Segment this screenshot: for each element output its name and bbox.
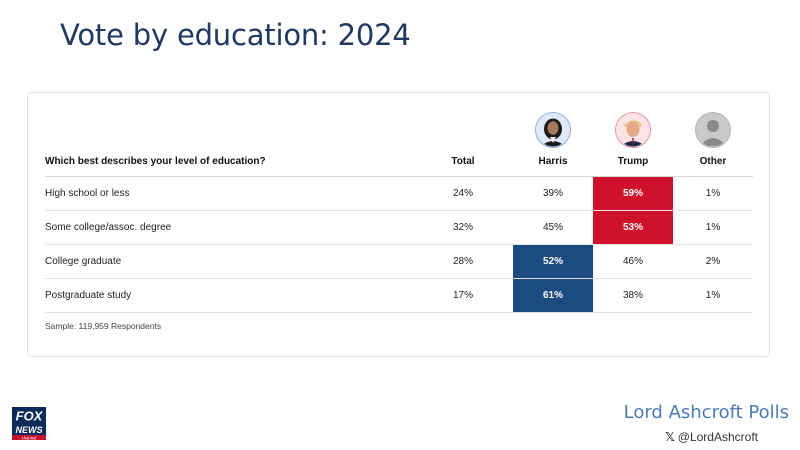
svg-text:NEWS: NEWS — [16, 425, 43, 435]
cell-total: 24% — [413, 176, 513, 211]
column-header-trump: Trump — [593, 101, 673, 177]
social-handle: 𝕏 @LordAshcroft — [665, 430, 758, 444]
header-row: Which best describes your level of educa… — [45, 101, 753, 177]
harris-avatar-icon — [535, 112, 571, 148]
cell-trump: 38% — [593, 278, 673, 313]
cell-harris: 61% — [513, 278, 593, 313]
sample-note: Sample: 119,959 Respondents — [45, 321, 162, 331]
cell-total: 28% — [413, 244, 513, 279]
row-label: Some college/assoc. degree — [45, 210, 413, 245]
table-row: College graduate 28% 52% 46% 2% — [45, 244, 753, 279]
column-header-harris: Harris — [513, 101, 593, 177]
cell-harris: 45% — [513, 210, 593, 245]
question-header: Which best describes your level of educa… — [45, 101, 413, 177]
user-avatar-icon — [695, 112, 731, 148]
results-card: Which best describes your level of educa… — [27, 92, 770, 357]
table-row: Some college/assoc. degree 32% 45% 53% 1% — [45, 210, 753, 245]
cell-other: 1% — [673, 210, 753, 245]
brand-name: Lord Ashcroft Polls — [623, 402, 789, 423]
table-row: Postgraduate study 17% 61% 38% 1% — [45, 278, 753, 313]
svg-text:channel: channel — [22, 435, 37, 440]
cell-harris: 39% — [513, 176, 593, 211]
table-row: High school or less 24% 39% 59% 1% — [45, 176, 753, 211]
row-label: Postgraduate study — [45, 278, 413, 313]
cell-total: 17% — [413, 278, 513, 313]
column-label: Trump — [617, 156, 649, 167]
cell-total: 32% — [413, 210, 513, 245]
cell-other: 1% — [673, 278, 753, 313]
cell-trump: 53% — [593, 210, 673, 245]
page-title: Vote by education: 2024 — [60, 18, 411, 52]
table-body: High school or less 24% 39% 59% 1% Some colle… — [45, 176, 753, 313]
cell-other: 2% — [673, 244, 753, 279]
cell-trump: 46% — [593, 244, 673, 279]
svg-text:FOX: FOX — [16, 409, 44, 424]
column-label: Other — [699, 156, 727, 167]
cell-harris: 52% — [513, 244, 593, 279]
column-label: Harris — [538, 156, 568, 167]
row-label: College graduate — [45, 244, 413, 279]
column-label: Total — [451, 156, 475, 167]
cell-trump: 59% — [593, 176, 673, 211]
column-header-other: Other — [673, 101, 753, 177]
column-header-total: Total — [413, 101, 513, 177]
handle-text: @LordAshcroft — [677, 430, 758, 444]
trump-avatar-icon — [615, 112, 651, 148]
results-table: Which best describes your level of educa… — [45, 101, 753, 313]
row-label: High school or less — [45, 176, 413, 211]
fox-news-logo-icon: FOX NEWS channel — [10, 404, 48, 442]
cell-other: 1% — [673, 176, 753, 211]
x-logo-icon: 𝕏 — [665, 430, 675, 444]
